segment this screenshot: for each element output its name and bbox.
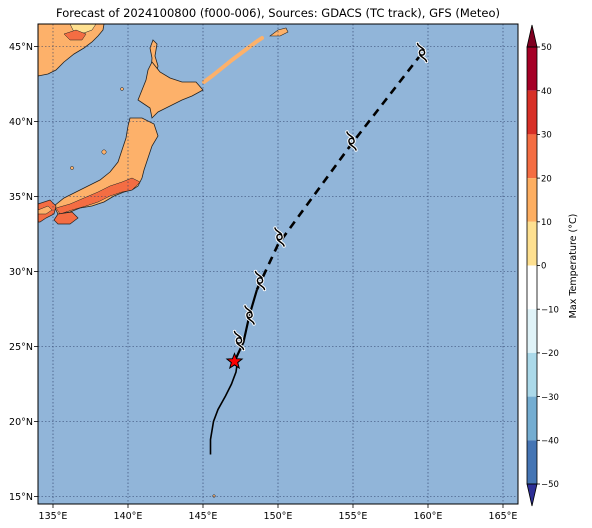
land-honshu-warm-coast (55, 177, 141, 215)
colorbar-tick-label: 50 (541, 43, 552, 53)
colorbar-tick-label: −30 (541, 393, 559, 403)
lat-tick-label: 30°N (9, 267, 33, 278)
land-kyushu-tip (38, 205, 53, 215)
storm-symbol-icon (345, 130, 358, 152)
current-position-star-icon (225, 352, 244, 370)
colorbar-tick-label: 20 (541, 174, 552, 184)
storm-symbol-icon (232, 329, 246, 352)
colorbar-tick-label: 30 (541, 131, 552, 141)
land-hokkaido (137, 61, 204, 119)
storm-symbol-icon (253, 269, 267, 292)
forecast-track-dashed (255, 56, 421, 291)
colorbar-band (527, 90, 537, 135)
map-axes: 135°E 140°E 145°E 150°E 155°E 160°E 165°E 15°N 2… (9, 42, 517, 522)
lon-tick-label: 135°E (39, 511, 68, 522)
map-title: Forecast of 2024100800 (f000-006), Sourc… (56, 6, 500, 20)
lat-tick-label: 20°N (9, 417, 33, 428)
lon-tick-label: 165°E (489, 511, 518, 522)
forecast-track-solid (233, 289, 259, 362)
tc-track (209, 41, 429, 455)
lat-tick-label: 40°N (9, 117, 33, 128)
colorbar-tick-label: −20 (541, 349, 559, 359)
colorbar: 50 40 30 20 10 0 −10 −20 −30 −40 −50 (526, 24, 559, 507)
colorbar-tick-label: −40 (541, 437, 559, 447)
colorbar-band (527, 134, 537, 179)
land-rishiri-island (120, 87, 124, 91)
land-marcus-island (212, 494, 216, 498)
graticule (38, 24, 518, 504)
lon-tick-label: 140°E (114, 511, 143, 522)
colorbar-band (527, 396, 537, 441)
land-shikoku (53, 211, 79, 225)
land-kuril-east (269, 27, 289, 37)
lon-tick-label: 160°E (414, 511, 443, 522)
colorbar-band (527, 309, 537, 353)
storm-symbol-icon (243, 304, 256, 326)
observed-track-line (209, 361, 239, 455)
storm-symbol-icon (415, 41, 429, 64)
colorbar-band (527, 440, 537, 484)
colorbar-label: Max Temperature (°C) (568, 214, 579, 319)
colorbar-tick-label: −10 (541, 305, 559, 315)
colorbar-band (527, 221, 537, 266)
colorbar-tick-label: 40 (541, 87, 552, 97)
lon-tick-label: 150°E (264, 511, 293, 522)
colorbar-extend-max (526, 24, 538, 48)
land-russia-mainland (38, 24, 105, 77)
colorbar-band (527, 47, 537, 91)
land-sado-island (101, 149, 107, 155)
lon-tick-label: 145°E (189, 511, 218, 522)
colorbar-tick-label: 0 (541, 262, 546, 272)
lon-tick-label: 155°E (339, 511, 368, 522)
lat-tick-label: 45°N (9, 42, 33, 53)
land-kuril-islands (202, 36, 264, 84)
colorbar-band (527, 178, 537, 222)
colorbar-band (527, 265, 537, 310)
lat-tick-label: 35°N (9, 192, 33, 203)
colorbar-tick-label: −50 (541, 480, 559, 490)
ocean-background (38, 24, 518, 504)
colorbar-band (527, 352, 537, 397)
land-oki-islands (70, 166, 74, 170)
land-russia-hot-patch (63, 29, 87, 41)
lat-tick-label: 25°N (9, 342, 33, 353)
land-layer (38, 24, 289, 498)
colorbar-tick-label: 10 (541, 218, 552, 228)
lat-tick-label: 15°N (9, 492, 33, 503)
storm-symbol-icon (273, 226, 286, 248)
colorbar-extend-min (526, 483, 538, 507)
